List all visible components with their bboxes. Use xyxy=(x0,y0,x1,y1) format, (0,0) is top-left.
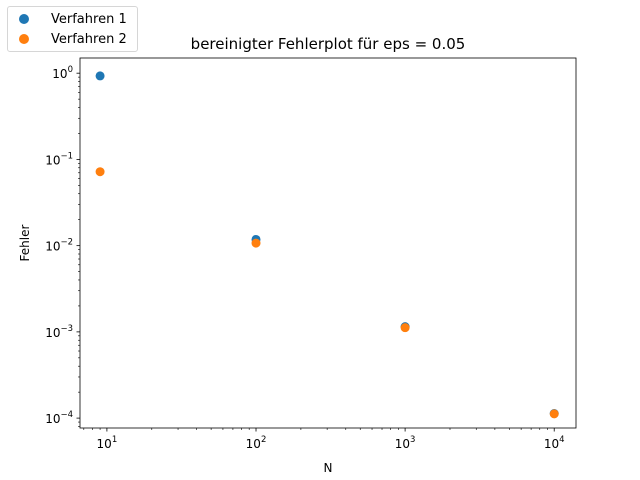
legend-label: Verfahren 1 xyxy=(51,11,127,27)
tick-base: 10 xyxy=(246,437,261,451)
legend: Verfahren 1 Verfahren 2 xyxy=(7,6,138,52)
chart-title: bereinigter Fehlerplot für eps = 0.05 xyxy=(191,35,466,53)
data-point-series-2 xyxy=(95,167,105,177)
tick-exponent: 4 xyxy=(559,435,564,445)
tick-exponent: −1 xyxy=(60,151,73,161)
tick-exponent: 3 xyxy=(410,435,415,445)
data-point-series-2 xyxy=(549,409,559,419)
tick-base: 10 xyxy=(544,437,559,451)
legend-marker-icon xyxy=(19,34,29,44)
plot-frame xyxy=(79,57,577,429)
tick-base: 10 xyxy=(45,240,60,254)
tick-base: 10 xyxy=(45,412,60,426)
plot-area xyxy=(80,58,576,428)
tick-base: 10 xyxy=(52,67,67,81)
y-tick-label: 10−2 xyxy=(45,238,73,254)
tick-exponent: −3 xyxy=(60,324,73,334)
x-tick-label: 103 xyxy=(395,435,416,451)
data-point-series-1 xyxy=(95,71,105,81)
legend-item-verfahren-2: Verfahren 2 xyxy=(19,29,127,49)
data-points xyxy=(95,71,559,419)
tick-base: 10 xyxy=(395,437,410,451)
x-axis-label: N xyxy=(324,461,333,475)
x-axis-ticks: 101 102 103 104 xyxy=(83,428,565,451)
x-tick-label: 102 xyxy=(246,435,267,451)
tick-exponent: 1 xyxy=(112,435,117,445)
x-tick-label: 101 xyxy=(97,435,118,451)
y-tick-label: 10−3 xyxy=(45,324,73,340)
y-tick-label: 10−4 xyxy=(45,410,73,426)
data-point-series-2 xyxy=(251,238,261,248)
tick-exponent: 2 xyxy=(261,435,266,445)
legend-label: Verfahren 2 xyxy=(51,31,127,47)
y-tick-label: 100 xyxy=(52,65,73,81)
tick-exponent: −2 xyxy=(60,238,73,248)
data-point-series-2 xyxy=(400,323,410,333)
tick-exponent: −4 xyxy=(60,410,73,420)
legend-marker-icon xyxy=(19,14,29,24)
tick-base: 10 xyxy=(45,153,60,167)
y-tick-label: 10−1 xyxy=(45,151,73,167)
y-axis-label: Fehler xyxy=(18,224,32,261)
tick-base: 10 xyxy=(97,437,112,451)
x-tick-label: 104 xyxy=(544,435,565,451)
tick-exponent: 0 xyxy=(68,65,73,75)
legend-item-verfahren-1: Verfahren 1 xyxy=(19,9,127,29)
tick-base: 10 xyxy=(45,326,60,340)
